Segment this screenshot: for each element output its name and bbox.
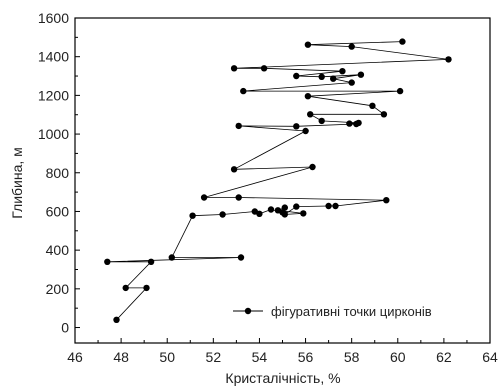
data-point-46: [445, 56, 452, 63]
data-point-26: [235, 122, 242, 130]
x-tick-label-54: 54: [252, 349, 268, 365]
plot-frame: [74, 17, 491, 344]
data-point-1: [143, 284, 150, 292]
data-point-27: [293, 123, 300, 130]
x-tick-label-50: 50: [159, 349, 175, 365]
data-point-42: [293, 72, 300, 80]
data-point-36: [396, 87, 404, 95]
y-tick-label-1200: 1200: [38, 87, 69, 103]
legend-marker-sample: [244, 307, 252, 315]
data-point-31: [318, 117, 325, 125]
data-point-25: [302, 127, 309, 135]
data-point-3: [147, 258, 155, 265]
y-tick-label-1400: 1400: [38, 49, 69, 65]
x-tick-label-60: 60: [390, 349, 406, 365]
data-point-49: [399, 38, 406, 45]
data-point-6: [168, 254, 175, 261]
data-point-10: [256, 210, 263, 217]
y-tick-label-1000: 1000: [38, 126, 69, 142]
plot-area: [74, 17, 491, 344]
data-point-44: [260, 65, 268, 72]
data-point-13: [281, 204, 288, 211]
series-marker-group: [104, 38, 452, 323]
x-tick-label-62: 62: [436, 349, 452, 365]
legend-label: фігуративні точки цирконів: [271, 304, 432, 319]
data-point-48: [304, 41, 312, 48]
data-point-14: [274, 207, 282, 214]
data-point-35: [304, 93, 312, 100]
data-point-24: [230, 166, 238, 173]
y-axis-title: Глибина, м: [9, 147, 25, 219]
data-point-17: [293, 203, 300, 210]
data-point-29: [346, 120, 353, 127]
data-point-4: [104, 258, 111, 265]
data-point-15: [300, 210, 307, 217]
y-tick-label-200: 200: [46, 281, 70, 297]
axes: 46 48 50 52 54 56 58 60 62 64 0 200 400 600 800 1000 120…: [38, 10, 498, 365]
x-tick-label-48: 48: [113, 349, 129, 365]
y-tick-label-400: 400: [46, 242, 70, 258]
data-point-39: [330, 75, 337, 82]
x-tick-label-46: 46: [67, 349, 83, 365]
y-tick-label-800: 800: [46, 165, 70, 181]
data-point-38: [348, 79, 355, 86]
data-point-8: [219, 211, 226, 218]
data-point-0: [113, 316, 120, 323]
series-line-0: [107, 41, 449, 321]
y-tick-label-600: 600: [46, 203, 70, 219]
data-point-45: [230, 65, 238, 72]
x-axis-title: Кристалічність, %: [225, 370, 340, 386]
data-point-32: [307, 111, 314, 118]
y-tick-label-1600: 1600: [38, 10, 69, 26]
data-point-2: [122, 284, 129, 292]
y-tick-label-0: 0: [61, 320, 69, 336]
data-point-37: [240, 87, 247, 95]
data-point-34: [369, 102, 376, 110]
data-point-43: [339, 68, 346, 75]
data-point-16: [281, 211, 288, 218]
x-tick-label-64: 64: [482, 349, 498, 365]
series-line-group: [107, 41, 449, 321]
x-tick-label-56: 56: [298, 349, 314, 365]
legend: фігуративні точки цирконів: [233, 304, 432, 319]
data-point-47: [348, 43, 355, 50]
data-point-11: [267, 206, 275, 213]
x-tick-label-58: 58: [344, 349, 360, 365]
data-point-21: [235, 194, 242, 201]
data-point-41: [318, 73, 325, 81]
data-point-33: [380, 111, 388, 118]
x-tick-label-52: 52: [206, 349, 222, 365]
data-point-30: [355, 119, 362, 127]
data-point-5: [237, 254, 245, 261]
data-point-20: [383, 197, 390, 204]
data-point-23: [309, 163, 316, 171]
data-point-18: [325, 202, 332, 210]
data-point-19: [332, 202, 339, 210]
data-point-40: [357, 71, 365, 78]
data-point-7: [189, 212, 196, 219]
data-point-22: [200, 194, 208, 201]
